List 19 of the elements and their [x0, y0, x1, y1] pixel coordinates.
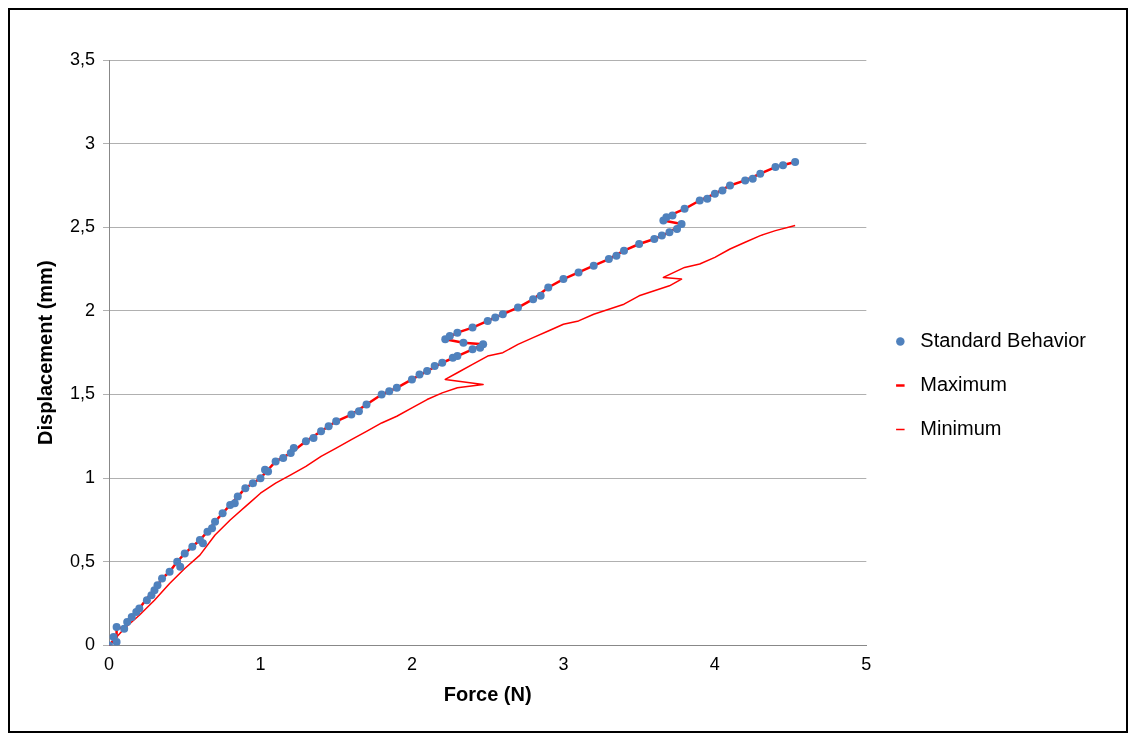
x-tick-label: 0 [104, 654, 115, 675]
y-tick-label: 1,5 [69, 383, 96, 404]
x-tick-label: 1 [255, 654, 266, 675]
y-axis-title: Displacement (mm) [33, 260, 56, 445]
x-tick-label: 2 [406, 654, 417, 675]
legend-label: Maximum [920, 373, 1008, 396]
legend-label: Standard Behavior [920, 329, 1087, 352]
y-tick-label: 2,5 [69, 216, 96, 237]
legend-label: Minimum [920, 417, 1002, 440]
y-tick-label: 0 [85, 634, 96, 655]
y-tick-label: 3,5 [69, 48, 96, 69]
x-axis-title: Force (N) [443, 682, 532, 705]
y-tick-label: 3 [85, 132, 96, 153]
x-tick-label: 3 [558, 654, 569, 675]
y-tick-label: 2 [85, 299, 96, 320]
x-tick-label: 5 [861, 654, 872, 675]
y-tick-label: 1 [85, 467, 96, 488]
x-tick-label: 4 [709, 654, 720, 675]
y-tick-label: 0,5 [69, 550, 96, 571]
